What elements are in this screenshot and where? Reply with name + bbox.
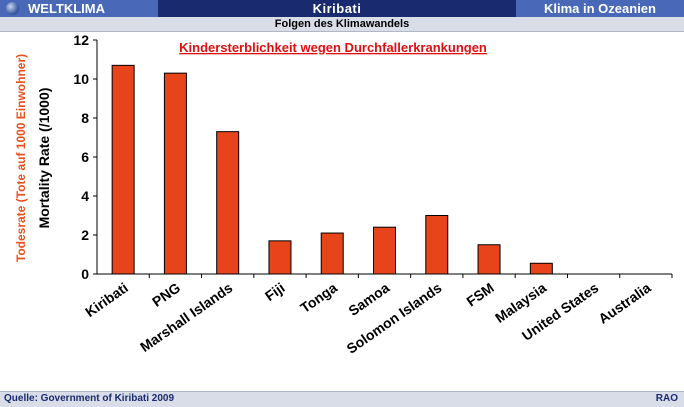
x-tick-label: FSM <box>463 279 496 309</box>
top-bar: WELTKLIMA Kiribati Klima in Ozeanien <box>0 0 684 17</box>
bar <box>373 226 396 275</box>
y-axis-label: Mortality Rate (/1000) <box>36 88 52 229</box>
x-tick-label: PNG <box>149 279 183 310</box>
y-axis-label-de: Todesrate (Tote auf 1000 Einwohner) <box>14 54 28 262</box>
y-tick-label: 10 <box>73 71 89 87</box>
footer: Quelle: Government of Kiribati 2009 RAO <box>0 391 684 407</box>
x-tick-label: Kiribati <box>82 279 131 320</box>
source-text: Quelle: Government of Kiribati 2009 <box>4 393 175 404</box>
bar-chart: Kindersterblichkeit wegen Durchfallerkra… <box>14 32 673 357</box>
x-tick-label: Fiji <box>262 279 288 304</box>
x-tick-label: Samoa <box>345 279 392 319</box>
weltklima-label: WELTKLIMA <box>28 1 106 16</box>
bar <box>111 64 135 275</box>
x-tick-label: Tonga <box>297 279 340 316</box>
y-tick-label: 4 <box>81 188 89 204</box>
bar <box>425 215 449 275</box>
bar <box>529 262 553 275</box>
y-ticks: 0 2 4 6 8 10 12 <box>73 32 97 282</box>
subtitle-bar: Folgen des Klimawandels <box>0 17 684 32</box>
x-tick-label: Australia <box>595 279 653 327</box>
bars <box>111 64 673 278</box>
y-tick-label: 12 <box>73 32 89 48</box>
y-tick-label: 2 <box>81 227 89 243</box>
chart-title: Kindersterblichkeit wegen Durchfallerkra… <box>179 40 487 55</box>
region-link[interactable]: Klima in Ozeanien <box>516 0 684 17</box>
weltklima-tab[interactable]: WELTKLIMA <box>0 0 158 17</box>
y-tick-label: 0 <box>81 266 89 282</box>
bar <box>320 232 344 275</box>
page-title: Kiribati <box>158 0 516 17</box>
x-tick-label: Solomon Islands <box>344 279 445 356</box>
y-tick-label: 8 <box>81 110 89 126</box>
bar <box>216 131 240 275</box>
y-tick-label: 6 <box>81 149 89 165</box>
bar <box>163 72 187 275</box>
bar <box>477 244 501 275</box>
rao-logo: RAO <box>655 393 678 404</box>
globe-icon <box>6 2 19 15</box>
x-tick-label: Marshall Islands <box>137 279 236 355</box>
bar <box>268 240 292 275</box>
